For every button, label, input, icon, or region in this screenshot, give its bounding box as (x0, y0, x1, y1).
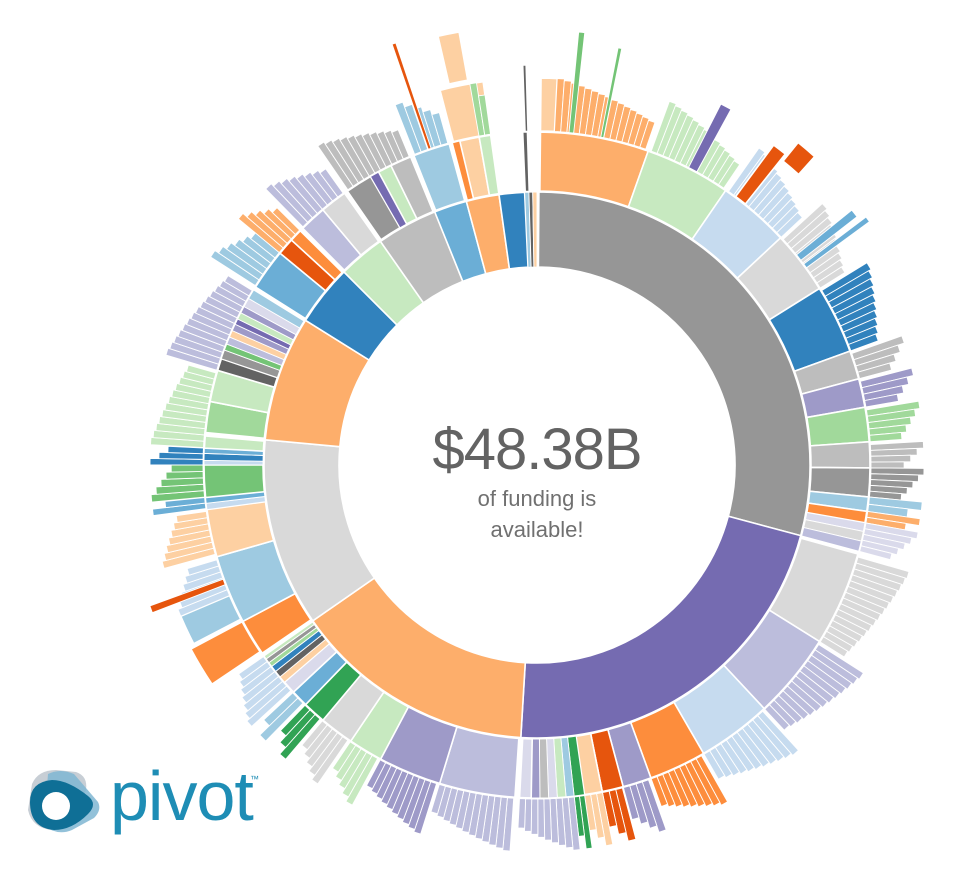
sunburst-segment[interactable] (412, 142, 466, 212)
sunburst-segment[interactable] (389, 155, 435, 220)
sunburst-segment[interactable] (869, 431, 903, 443)
sunburst-segment[interactable] (518, 737, 534, 799)
sunburst-segment[interactable] (271, 207, 301, 236)
sunburst-segment[interactable] (164, 497, 206, 509)
sunburst-segment[interactable] (522, 64, 529, 132)
sunburst-segment[interactable] (530, 798, 539, 835)
sunburst-ring-1[interactable] (263, 191, 811, 739)
sunburst-segment[interactable] (365, 759, 387, 790)
sunburst-segment[interactable] (167, 445, 204, 455)
sunburst-segment[interactable] (290, 229, 344, 282)
sunburst-segment[interactable] (532, 191, 538, 268)
sunburst-segment[interactable] (734, 143, 787, 206)
sunburst-segment[interactable] (522, 131, 530, 192)
sunburst-segment[interactable] (437, 31, 469, 85)
pivot-logo: pivot ™ (18, 757, 278, 840)
sunburst-segment[interactable] (781, 141, 816, 176)
sunburst-segment[interactable] (185, 364, 217, 380)
sunburst-segment[interactable] (149, 578, 226, 614)
sunburst-segment[interactable] (847, 333, 879, 352)
sunburst-segment[interactable] (170, 464, 204, 473)
sunburst-ring-2[interactable] (203, 131, 871, 799)
sunburst-segment[interactable] (478, 94, 492, 136)
sunburst-segment[interactable] (803, 216, 871, 269)
pivot-logo-icon (28, 770, 100, 833)
sunburst-segment[interactable] (517, 798, 527, 829)
sunburst-segment[interactable] (237, 655, 268, 681)
total-funding-value: $48.38B (432, 417, 642, 482)
sunburst-segment[interactable] (864, 393, 900, 408)
sunburst-segment[interactable] (331, 741, 357, 773)
sunburst-segment[interactable] (717, 160, 741, 189)
sunburst-segment[interactable] (189, 620, 262, 686)
sunburst-segment[interactable] (319, 168, 344, 198)
pivot-logo-text: pivot (110, 757, 254, 835)
sunburst-segment[interactable] (321, 192, 380, 257)
sunburst-segment[interactable] (279, 704, 311, 737)
sunburst-segment[interactable] (537, 798, 546, 838)
trademark-symbol: ™ (250, 774, 259, 784)
sunburst-segment[interactable] (301, 720, 328, 751)
sunburst-segment[interactable] (622, 785, 640, 821)
sunburst-segment[interactable] (795, 209, 858, 261)
sunburst-segment[interactable] (688, 103, 732, 173)
sunburst-segment[interactable] (816, 266, 846, 289)
sunburst-center-hole (340, 268, 734, 662)
sunburst-segment[interactable] (391, 129, 410, 160)
sunburst-ring-3[interactable] (149, 31, 925, 852)
sunburst-segment[interactable] (538, 738, 550, 799)
sunburst-segment[interactable] (801, 527, 862, 552)
sunburst-segment[interactable] (600, 47, 623, 139)
sunburst-segment[interactable] (186, 559, 220, 576)
total-funding-caption-line1: of funding is (477, 486, 597, 511)
sunburst-segment[interactable] (703, 750, 726, 780)
sunburst-segment[interactable] (263, 692, 299, 727)
sunburst-segment[interactable] (650, 776, 669, 808)
sunburst-segment[interactable] (764, 704, 791, 731)
sunburst-segment[interactable] (857, 362, 893, 380)
sunburst-segment[interactable] (478, 134, 500, 197)
sunburst-segment[interactable] (431, 111, 449, 146)
sunburst-segment[interactable] (859, 545, 893, 561)
sunburst-segment[interactable] (203, 435, 265, 452)
sunburst-segment[interactable] (639, 119, 656, 150)
sunburst-segment[interactable] (568, 31, 586, 134)
total-funding-caption-line2: available! (490, 517, 584, 542)
sunburst-segment[interactable] (263, 621, 315, 660)
sunburst-segment[interactable] (819, 636, 849, 658)
sunburst-segment[interactable] (223, 275, 253, 297)
sunburst-segment[interactable] (870, 461, 905, 469)
sunburst-segment[interactable] (203, 464, 266, 499)
sunburst-segment[interactable] (870, 454, 912, 463)
sunburst-segment[interactable] (809, 440, 871, 469)
sunburst-segment[interactable] (537, 191, 811, 537)
sunburst-segment[interactable] (175, 510, 208, 523)
sunburst-segment[interactable] (776, 211, 804, 238)
sunburst-segment[interactable] (430, 783, 446, 815)
sunburst-segment[interactable] (391, 42, 432, 150)
sunburst-segment[interactable] (165, 470, 204, 480)
sunburst-segment[interactable] (247, 289, 305, 329)
